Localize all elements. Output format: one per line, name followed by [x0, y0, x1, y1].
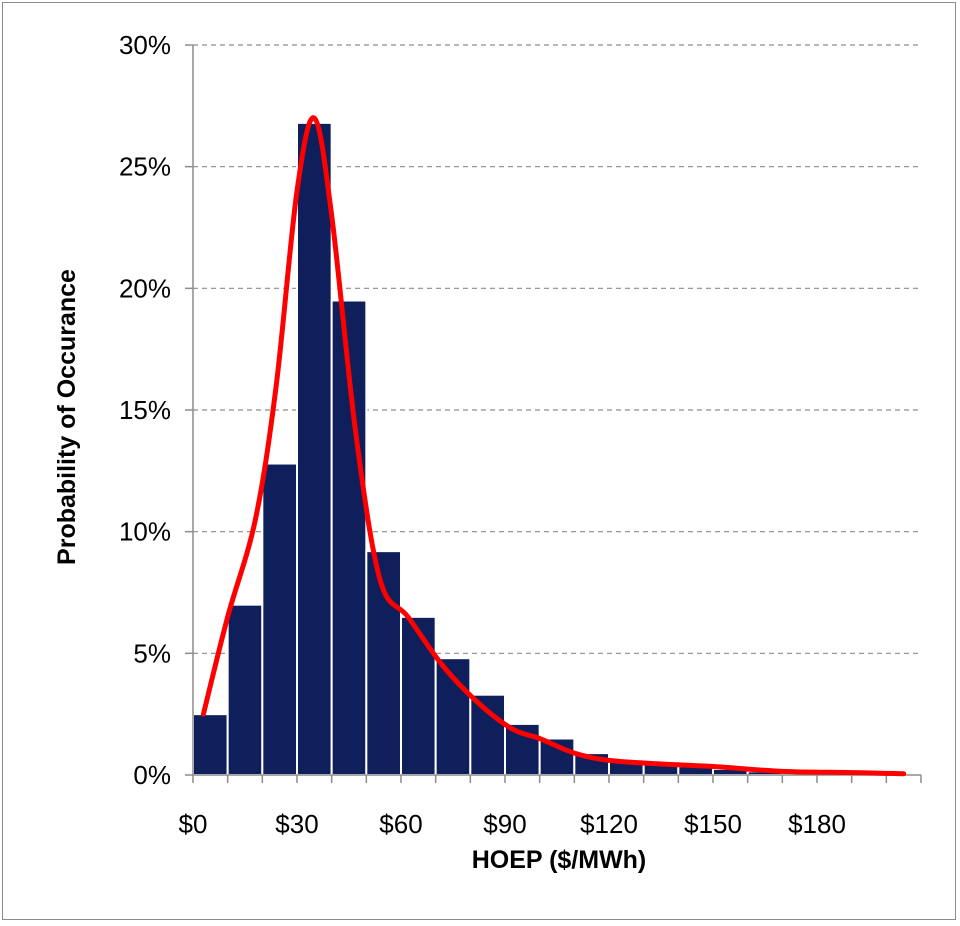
- y-tick-label: 20%: [119, 273, 171, 303]
- x-tick-label: $120: [580, 809, 638, 839]
- y-tick-labels: 0% 5% 10% 15% 20% 25% 30%: [119, 30, 171, 790]
- x-tick-label: $0: [179, 809, 208, 839]
- y-tick-label: 0%: [133, 760, 171, 790]
- bar: [192, 713, 229, 777]
- x-tick-label: $150: [684, 809, 742, 839]
- bar: [296, 121, 333, 777]
- y-axis-label: Probability of Occurance: [53, 269, 81, 565]
- x-tick-labels: $0 $30 $60 $90 $120 $150 $180: [179, 809, 846, 839]
- fit-curve: [200, 115, 907, 777]
- bar: [226, 603, 264, 777]
- bar: [261, 462, 299, 776]
- x-tick-label: $180: [788, 809, 846, 839]
- y-tick-label: 25%: [119, 152, 171, 182]
- x-tick-label: $30: [275, 809, 318, 839]
- bar: [469, 693, 507, 777]
- y-tick-label: 15%: [119, 395, 171, 425]
- histogram-chart: 0%5%10%15%20%25%30% $0 $30 $60 $90 $120 $150 $…: [53, 30, 922, 874]
- bar: [400, 615, 437, 776]
- axes: [185, 44, 922, 783]
- bars: [192, 121, 922, 777]
- y-tick-label: 10%: [119, 517, 171, 547]
- x-tick-label: $90: [483, 809, 526, 839]
- x-tick-label: $60: [379, 809, 422, 839]
- y-tick-label: 30%: [119, 30, 171, 60]
- y-tick-label: 5%: [133, 638, 171, 668]
- x-axis-label: HOEP ($/MWh): [472, 846, 647, 874]
